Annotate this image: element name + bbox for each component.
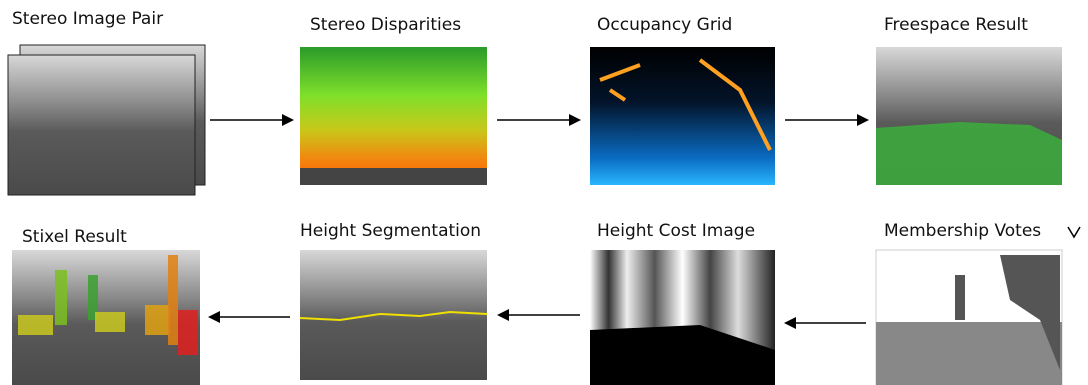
image	[300, 47, 487, 185]
stixel	[168, 255, 178, 345]
node-label: Stereo Image Pair	[12, 9, 163, 29]
arrow-head	[784, 317, 796, 329]
arrow-head	[1068, 227, 1080, 237]
stixel	[178, 310, 198, 355]
node-label: Height Cost Image	[597, 221, 755, 241]
stixel	[55, 270, 67, 325]
arrow-head	[857, 114, 869, 126]
arrow-head	[569, 114, 581, 126]
pipeline-diagram: Stereo Image Pair Stereo Disparities Occ…	[0, 0, 1088, 385]
node-label: Freespace Result	[884, 15, 1028, 35]
image-front	[8, 55, 195, 195]
image-part	[876, 322, 1062, 385]
stixel	[18, 315, 53, 335]
node-label: Stixel Result	[22, 227, 127, 247]
node-label: Membership Votes	[884, 221, 1041, 241]
node-label: Stereo Disparities	[310, 15, 461, 35]
node-label: Occupancy Grid	[597, 15, 732, 35]
stixel	[95, 312, 125, 332]
image-part	[876, 122, 1062, 185]
stixel	[145, 305, 170, 335]
arrow-head	[282, 114, 294, 126]
image-part	[300, 168, 487, 185]
node-label: Height Segmentation	[300, 221, 481, 241]
image	[590, 47, 775, 185]
arrow-head	[497, 309, 509, 321]
arrow-head	[208, 311, 220, 323]
